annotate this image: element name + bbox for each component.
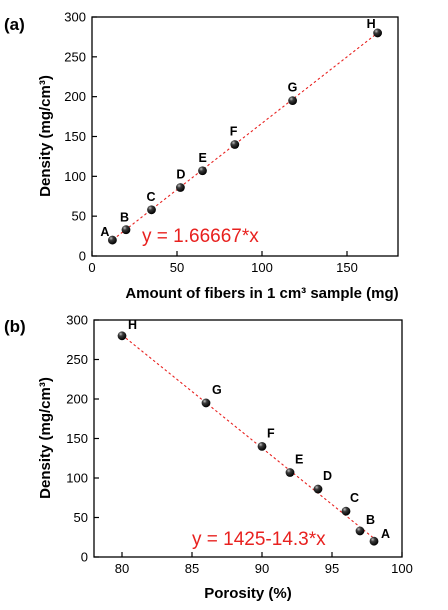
point-label-F: F bbox=[230, 124, 238, 138]
data-point-H bbox=[373, 28, 382, 38]
data-point-B bbox=[355, 526, 365, 536]
point-label-D: D bbox=[176, 167, 185, 181]
point-label-C: C bbox=[350, 491, 359, 505]
fit-line bbox=[121, 334, 379, 543]
point-label-A: A bbox=[100, 225, 109, 239]
data-point-D bbox=[313, 484, 323, 494]
point-label-D: D bbox=[323, 469, 332, 483]
point-label-B: B bbox=[366, 513, 375, 527]
y-tick-label: 50 bbox=[72, 209, 86, 224]
y-tick-label: 150 bbox=[64, 129, 86, 144]
chart-panel-b: (b) 80 85 90 95 100 0 50 100 150 200 250 300 ABC D E… bbox=[4, 313, 413, 603]
y-tick-label: 150 bbox=[66, 431, 88, 446]
data-point-F bbox=[230, 140, 240, 149]
y-tick-label: 250 bbox=[64, 49, 86, 64]
points-a: AB C DE F G H bbox=[100, 17, 382, 245]
panel-label-b: (b) bbox=[4, 317, 26, 336]
point-label-F: F bbox=[267, 426, 275, 440]
x-tick-label: 100 bbox=[251, 260, 273, 275]
x-tick-label: 0 bbox=[88, 260, 95, 275]
y-tick-label: 300 bbox=[66, 313, 88, 328]
x-tick-label: 90 bbox=[255, 561, 269, 576]
x-tick-label: 85 bbox=[185, 561, 199, 576]
point-label-H: H bbox=[367, 17, 376, 31]
point-label-A: A bbox=[381, 527, 390, 541]
data-point-G bbox=[288, 96, 297, 106]
y-tick-label: 300 bbox=[64, 10, 86, 25]
y-axis-title-a: Density (mg/cm³) bbox=[37, 75, 54, 197]
data-point-E bbox=[198, 166, 207, 176]
point-label-H: H bbox=[128, 318, 137, 332]
y-tick-label: 100 bbox=[64, 169, 86, 184]
x-tick-label: 100 bbox=[391, 561, 413, 576]
y-tick-label: 100 bbox=[66, 471, 88, 486]
y-tick-label: 50 bbox=[74, 510, 88, 525]
points-b: ABC D E F G H bbox=[117, 318, 390, 546]
y-tick-label: 250 bbox=[66, 352, 88, 367]
point-label-E: E bbox=[295, 452, 303, 466]
data-point-A bbox=[108, 235, 117, 245]
point-label-G: G bbox=[212, 383, 222, 397]
x-tick-label: 80 bbox=[115, 561, 129, 576]
x-ticks-b: 80 85 90 95 100 bbox=[115, 552, 413, 576]
y-tick-label: 0 bbox=[81, 550, 88, 565]
y-tick-label: 200 bbox=[66, 392, 88, 407]
data-point-H bbox=[117, 331, 127, 341]
fit-line-group-b bbox=[121, 334, 379, 543]
data-point-D bbox=[176, 183, 185, 192]
point-label-C: C bbox=[147, 190, 156, 204]
x-ticks-a: 0 50 100 150 bbox=[88, 251, 358, 275]
data-point-G bbox=[201, 398, 211, 408]
data-point-B bbox=[121, 225, 131, 235]
data-point-F bbox=[257, 442, 267, 451]
point-label-B: B bbox=[120, 211, 129, 225]
data-point-C bbox=[147, 205, 156, 215]
chart-panel-a: (a) 0 50 100 150 0 50 100 150 200 250 300 AB C DE F G… bbox=[4, 10, 399, 303]
point-label-G: G bbox=[288, 81, 298, 95]
y-tick-label: 200 bbox=[64, 89, 86, 104]
fit-equation-a: y = 1.66667*x bbox=[142, 226, 259, 247]
data-point-A bbox=[369, 536, 379, 546]
data-point-E bbox=[285, 468, 295, 477]
y-axis-title-b: Density (mg/cm³) bbox=[37, 377, 54, 499]
data-point-C bbox=[341, 506, 351, 516]
x-tick-label: 95 bbox=[325, 561, 339, 576]
point-label-E: E bbox=[199, 151, 207, 165]
y-tick-label: 0 bbox=[79, 249, 86, 264]
plot-frame-b bbox=[93, 319, 403, 558]
fit-equation-b: y = 1425-14.3*x bbox=[192, 529, 326, 550]
panel-label-a: (a) bbox=[4, 15, 25, 34]
x-axis-title-b: Porosity (%) bbox=[204, 585, 292, 602]
x-tick-label: 50 bbox=[170, 260, 184, 275]
x-axis-title-a: Amount of fibers in 1 cm³ sample (mg) bbox=[125, 285, 398, 302]
y-ticks-b: 0 50 100 150 200 250 300 bbox=[66, 313, 99, 565]
x-tick-label: 150 bbox=[336, 260, 358, 275]
y-ticks-a: 0 50 100 150 200 250 300 bbox=[64, 10, 97, 264]
